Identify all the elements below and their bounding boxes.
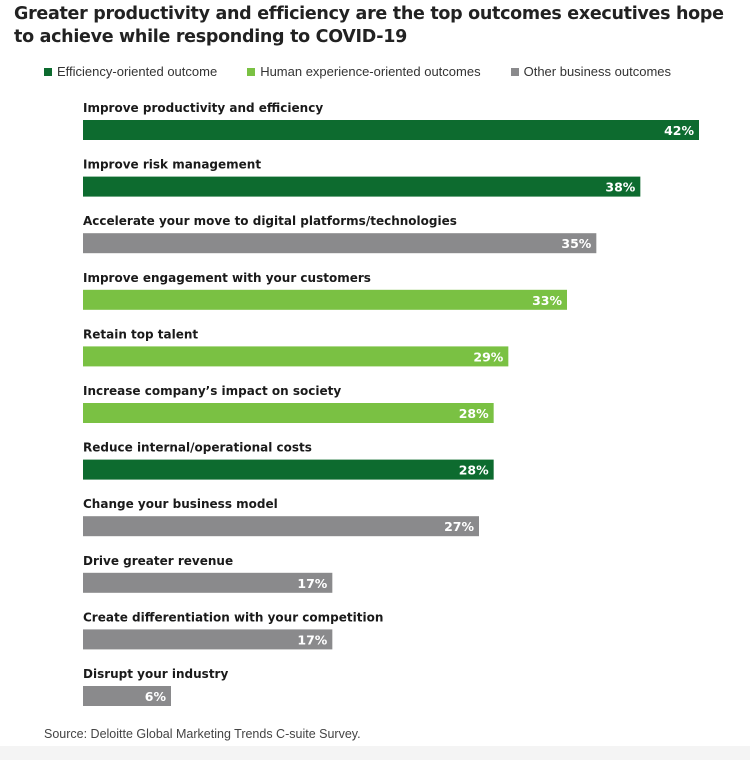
- value-label-11: 6%: [145, 689, 167, 704]
- value-label-7: 28%: [459, 463, 489, 478]
- value-label-4: 33%: [532, 293, 562, 308]
- bar-11: [83, 686, 171, 706]
- bar-9: [83, 572, 333, 593]
- category-label-6: Increase company’s impact on society: [83, 384, 341, 398]
- legend-item-efficiency: Efficiency-oriented outcome: [44, 64, 217, 79]
- value-label-5: 29%: [473, 349, 503, 364]
- bar-4: [83, 289, 567, 310]
- value-label-2: 38%: [605, 180, 635, 195]
- category-label-9: Drive greater revenue: [83, 554, 233, 568]
- category-label-11: Disrupt your industry: [83, 667, 228, 681]
- bar-8: [83, 516, 479, 537]
- chart-legend: Efficiency-oriented outcome Human experi…: [44, 64, 701, 79]
- category-label-4: Improve engagement with your customers: [83, 271, 371, 285]
- bar-10: [83, 629, 333, 650]
- legend-item-human: Human experience-oriented outcomes: [247, 64, 481, 79]
- bar-1: [83, 120, 699, 140]
- category-label-8: Change your business model: [83, 497, 278, 511]
- category-label-2: Improve risk management: [83, 158, 261, 172]
- value-label-10: 17%: [297, 632, 327, 647]
- category-label-7: Reduce internal/operational costs: [83, 441, 312, 455]
- bar-5: [83, 346, 509, 367]
- value-label-6: 28%: [459, 406, 489, 421]
- footer-strip: [0, 746, 750, 760]
- category-label-10: Create differentiation with your competi…: [83, 610, 383, 624]
- legend-swatch-efficiency: [44, 67, 52, 76]
- legend-item-other: Other business outcomes: [510, 64, 671, 79]
- value-label-3: 35%: [561, 236, 591, 251]
- legend-swatch-human: [247, 67, 256, 76]
- source-note: Source: Deloitte Global Marketing Trends…: [44, 727, 361, 741]
- value-label-8: 27%: [444, 519, 474, 534]
- legend-swatch-other: [510, 67, 519, 76]
- category-label-5: Retain top talent: [83, 327, 198, 341]
- bar-chart: Improve productivity and efficiency 42% Im…: [83, 101, 699, 706]
- bar-3: [83, 233, 597, 254]
- value-label-9: 17%: [297, 576, 327, 591]
- chart-title: Greater productivity and efficiency are …: [14, 4, 724, 47]
- bar-7: [83, 459, 494, 480]
- legend-label-other: Other business outcomes: [523, 64, 671, 79]
- value-label-1: 42%: [664, 123, 694, 138]
- bar-6: [83, 403, 494, 423]
- legend-label-efficiency: Efficiency-oriented outcome: [57, 64, 218, 79]
- bar-2: [83, 176, 641, 197]
- legend-label-human: Human experience-oriented outcomes: [260, 64, 481, 79]
- category-label-1: Improve productivity and efficiency: [83, 101, 323, 115]
- category-label-3: Accelerate your move to digital platform…: [83, 214, 457, 228]
